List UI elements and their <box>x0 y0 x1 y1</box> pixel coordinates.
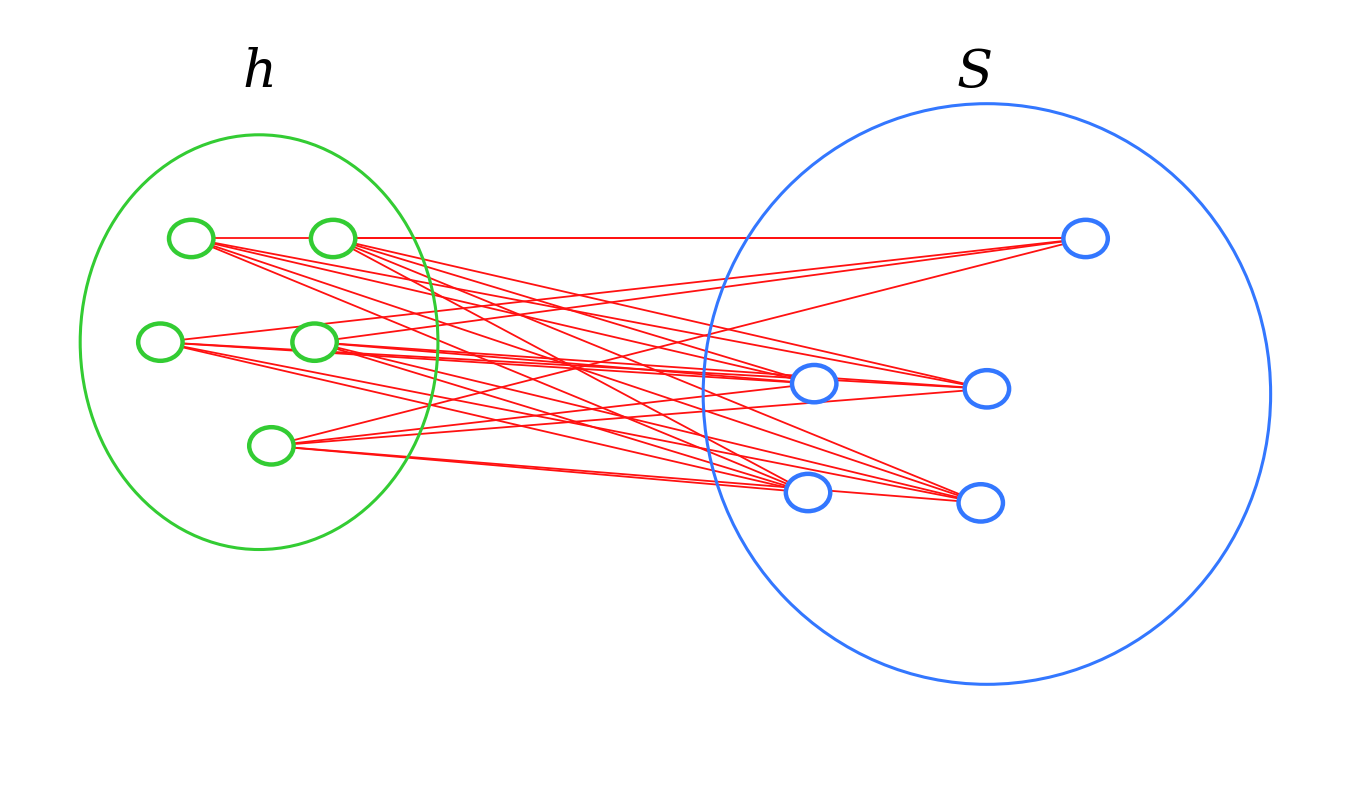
Circle shape <box>311 220 356 257</box>
Text: S: S <box>957 47 992 98</box>
Circle shape <box>965 370 1010 407</box>
Circle shape <box>292 324 337 361</box>
Circle shape <box>250 427 293 464</box>
Circle shape <box>792 365 836 403</box>
Text: h: h <box>242 47 275 98</box>
Circle shape <box>786 474 830 511</box>
Circle shape <box>1064 220 1107 257</box>
Circle shape <box>170 220 213 257</box>
Circle shape <box>138 324 183 361</box>
Circle shape <box>958 484 1003 522</box>
